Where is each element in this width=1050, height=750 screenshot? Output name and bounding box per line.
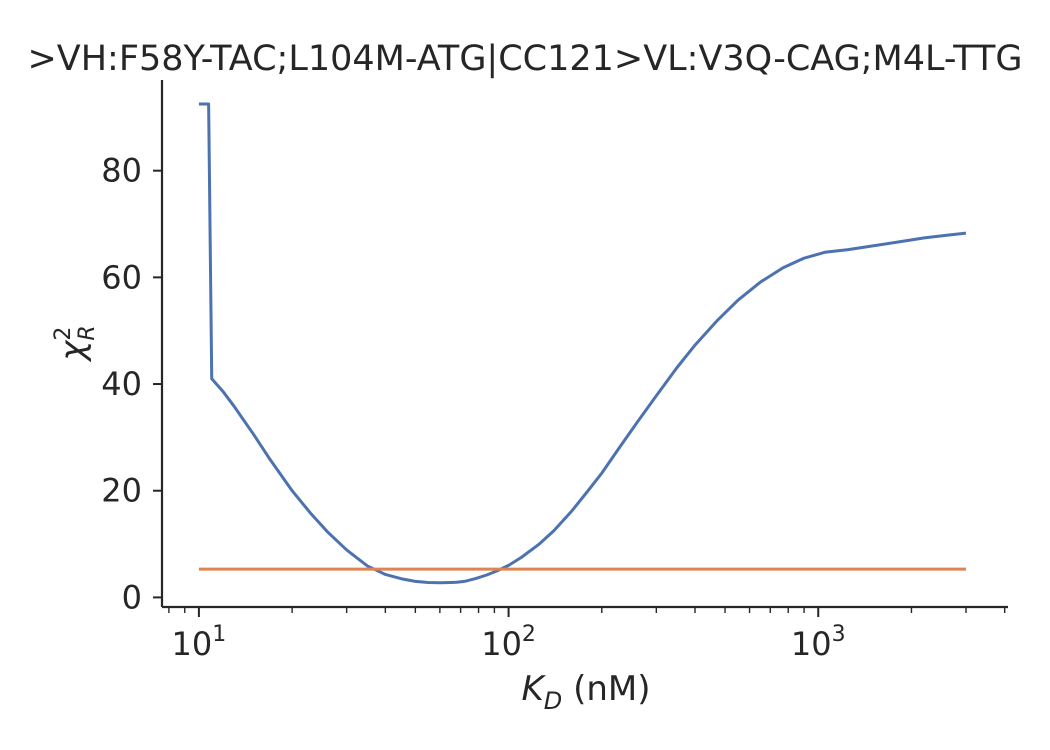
x-axis-label: KD (nM) — [521, 669, 650, 715]
x-tick-label-base: 10 — [481, 625, 522, 663]
series-line-1 — [198, 102, 967, 585]
x-axis-label-symbol: K — [521, 669, 546, 709]
x-axis-ticks: 101 102 103 — [168, 607, 1006, 663]
chart-title: >VH:F58Y-TAC;L104M-ATG|CC121>VL:V3Q-CAG;… — [27, 39, 1022, 79]
y-tick-label: 20 — [101, 472, 142, 510]
x-tick-label-exponent: 2 — [522, 622, 536, 647]
x-tick-label-exponent: 1 — [212, 622, 226, 647]
plot-series — [198, 102, 967, 585]
x-tick-label: 102 — [481, 622, 536, 663]
y-axis-label-symbol: χ — [53, 339, 93, 363]
x-tick-label-base: 10 — [791, 625, 832, 663]
x-tick-label-base: 10 — [172, 625, 213, 663]
y-tick-label: 60 — [101, 258, 142, 296]
y-axis-label: χ2R — [51, 325, 100, 362]
x-tick-label: 103 — [791, 622, 846, 663]
y-axis-label-subscript: R — [75, 325, 100, 340]
x-tick-label-exponent: 3 — [832, 622, 846, 647]
y-tick-label: 0 — [122, 578, 142, 616]
x-axis-label-unit: (nM) — [573, 669, 650, 709]
y-axis-label-superscript: 2 — [51, 327, 76, 341]
y-tick-label: 40 — [101, 365, 142, 403]
x-tick-label: 101 — [172, 622, 227, 663]
y-tick-label: 80 — [101, 152, 142, 190]
y-axis-ticks: 0 20 40 60 80 — [101, 152, 162, 616]
x-axis-label-subscript: D — [544, 687, 562, 715]
